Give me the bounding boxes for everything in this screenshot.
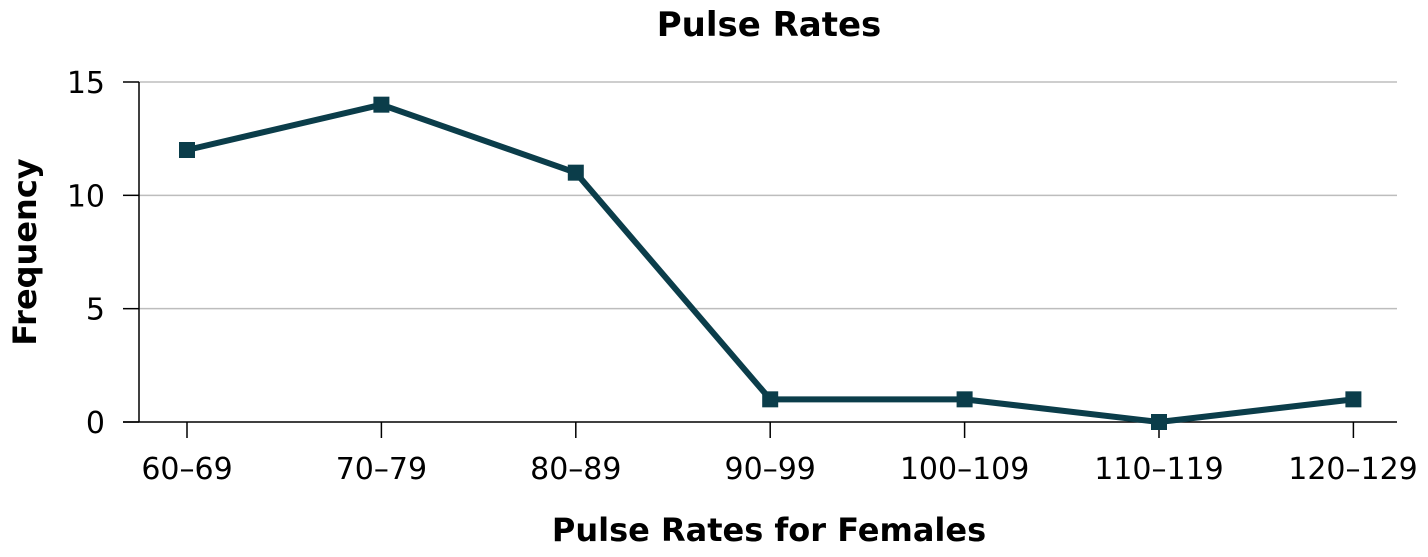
- data-point-3: [762, 391, 779, 408]
- y-tick-label-15: 15: [67, 66, 105, 101]
- x-tick-label-5: 110–119: [1094, 452, 1224, 487]
- y-tick-labels: 0 5 10 15: [67, 66, 105, 441]
- data-point-1: [373, 96, 390, 113]
- gridlines: [139, 81, 1397, 310]
- series-line: [184, 101, 1357, 425]
- series-frequency: [179, 96, 1362, 430]
- x-tick-label-6: 120–129: [1288, 452, 1418, 487]
- data-point-0: [179, 142, 195, 158]
- y-axis-label: Frequency: [6, 158, 44, 345]
- chart-title: Pulse Rates: [657, 5, 882, 45]
- x-tick-label-3: 90–99: [725, 452, 816, 487]
- data-point-6: [1345, 391, 1362, 408]
- data-point-2: [567, 164, 584, 181]
- data-point-4: [956, 391, 973, 408]
- y-tick-label-0: 0: [86, 406, 105, 441]
- y-tick-label-10: 10: [67, 179, 105, 214]
- data-point-5: [1151, 414, 1167, 430]
- x-axis-label: Pulse Rates for Females: [552, 511, 986, 549]
- x-tick-label-1: 70–79: [336, 452, 427, 487]
- x-tick-labels: 60–69 70–79 80–89 90–99 100–109 110–119 120–12…: [141, 452, 1417, 487]
- x-tick-label-2: 80–89: [530, 452, 621, 487]
- x-tick-label-4: 100–109: [900, 452, 1030, 487]
- y-tick-label-5: 5: [86, 293, 105, 328]
- x-tick-label-0: 60–69: [141, 452, 232, 487]
